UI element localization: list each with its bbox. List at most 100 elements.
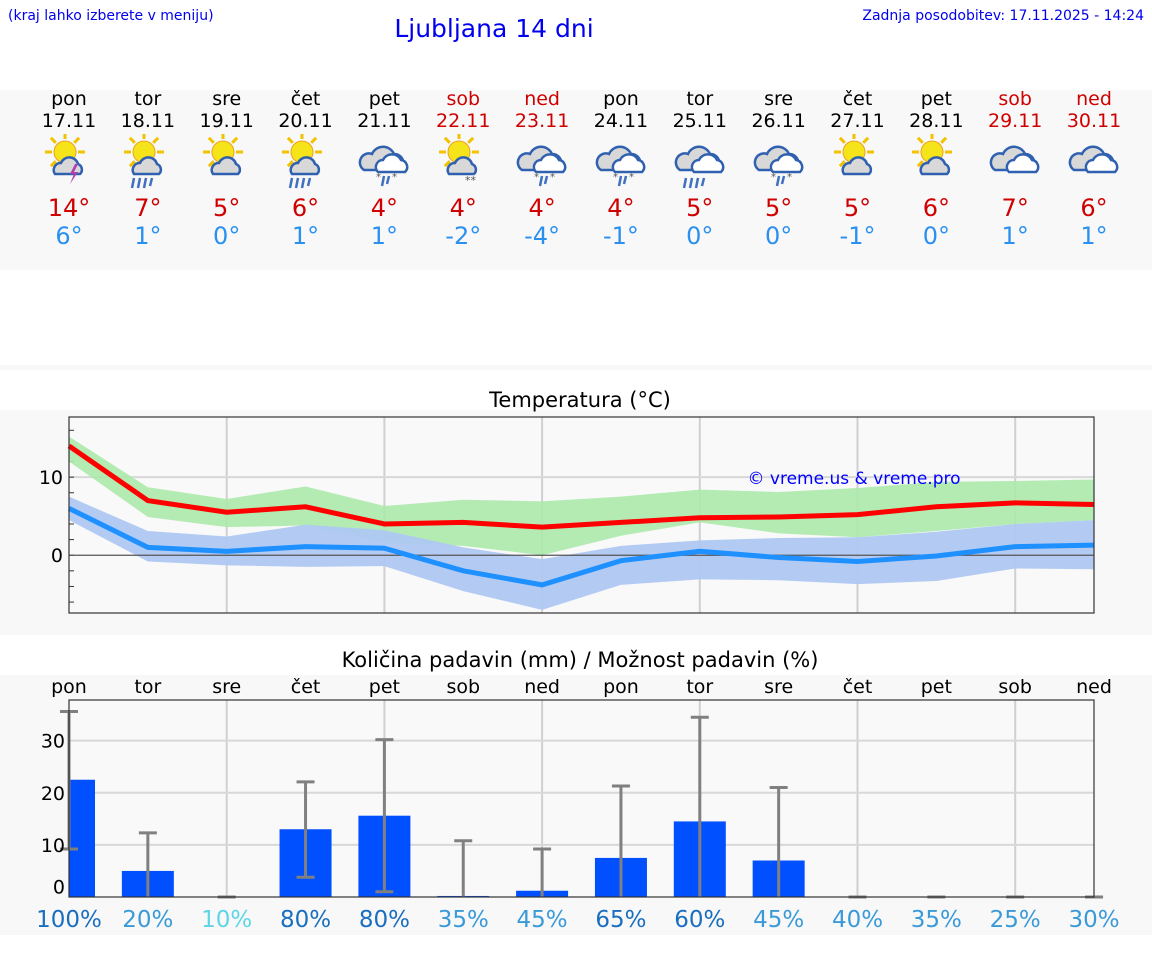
day-column: pet 21.11 * * 4° 1° (345, 88, 423, 250)
day-name: čet (290, 88, 321, 110)
x-tick-label: čet (843, 676, 873, 698)
day-date: 18.11 (120, 110, 176, 132)
svg-text:*: * (534, 172, 539, 183)
day-column: ned 30.11 6° 1° (1055, 88, 1133, 250)
x-tick-label: pet (369, 676, 400, 698)
y-tick-label: 30 (41, 731, 65, 753)
svg-text:*: * (550, 172, 555, 183)
min-temp: 1° (1080, 222, 1108, 250)
min-temp: 0° (922, 222, 950, 250)
precip-probability: 40% (832, 907, 883, 933)
day-column: čet 20.11 6° 1° (267, 88, 345, 250)
day-column: sre 26.11 * * 5° 0° (740, 88, 818, 250)
page-title: Ljubljana 14 dni (394, 14, 594, 43)
y-tick-label: 20 (41, 783, 65, 805)
day-column: sob 22.11 ** 4° -2° (424, 88, 502, 250)
day-date: 22.11 (436, 110, 491, 132)
sun-cloud-icon (833, 134, 874, 176)
min-temp: 6° (55, 222, 83, 250)
max-temp: 6° (1080, 194, 1108, 222)
x-tick-label: tor (686, 676, 713, 698)
day-column: tor 18.11 7° 1° (109, 88, 187, 250)
precip-probability: 60% (674, 907, 725, 933)
svg-text:**: ** (465, 174, 477, 187)
x-tick-label: ned (524, 676, 560, 698)
min-temp: -4° (524, 222, 561, 250)
x-tick-label: tor (134, 676, 161, 698)
min-temp: 1° (370, 222, 399, 250)
day-name: ned (1076, 88, 1112, 110)
day-name: tor (134, 88, 162, 110)
watermark: © vreme.us & vreme.pro (747, 469, 960, 489)
temperature-chart-title: Temperatura (°C) (489, 388, 671, 412)
sun-cloud-snow-icon: ** (439, 134, 480, 187)
min-temp: 0° (686, 222, 714, 250)
day-column: sre 19.11 5° 0° (188, 88, 266, 250)
day-date: 21.11 (357, 110, 412, 132)
plot-area (69, 700, 1094, 897)
day-date: 28.11 (909, 110, 964, 132)
day-name: sob (998, 88, 1032, 110)
day-column: pon 24.11 * * 4° -1° (582, 88, 660, 250)
day-name: sre (212, 88, 242, 110)
sun-cloud-icon (202, 134, 243, 176)
day-date: 25.11 (672, 110, 727, 132)
max-temp: 7° (1001, 194, 1029, 222)
svg-text:*: * (392, 172, 397, 183)
max-temp: 4° (370, 194, 399, 222)
day-column: ned 23.11 * * 4° -4° (503, 88, 581, 250)
precip-probability: 35% (438, 907, 489, 933)
cloud-sleet-icon: * * (753, 145, 804, 187)
sun-cloud-rain-icon (281, 134, 322, 189)
day-name: ned (524, 88, 560, 110)
y-tick-label: 0 (51, 545, 63, 567)
day-name: pet (920, 88, 952, 110)
min-temp-band (69, 496, 1095, 610)
day-column: čet 27.11 5° -1° (819, 88, 897, 250)
y-tick-label: 10 (39, 467, 63, 489)
day-column: sob 29.11 7° 1° (976, 88, 1054, 250)
max-temp-line (67, 443, 1095, 530)
y-tick-label: 10 (41, 835, 65, 857)
svg-text:*: * (629, 172, 634, 183)
max-temp: 5° (843, 194, 872, 222)
precip-probability: 65% (595, 907, 646, 933)
precip-probability: 30% (1068, 907, 1119, 933)
max-temp: 5° (213, 194, 241, 222)
day-column: tor 25.11 5° 0° (661, 88, 739, 250)
day-date: 27.11 (830, 110, 885, 132)
max-temp: 6° (922, 194, 950, 222)
sun-cloud-thunder-icon (45, 134, 85, 184)
min-temp: -2° (445, 222, 482, 250)
day-name: sre (764, 88, 794, 110)
cloud-icon (989, 145, 1040, 174)
forecast-strip (0, 90, 1152, 270)
y-tick-label: 0 (53, 877, 65, 899)
day-date: 24.11 (593, 110, 649, 132)
min-temp: 1° (134, 222, 162, 250)
cloud-rain-icon (674, 145, 725, 189)
max-temp: 4° (449, 194, 477, 222)
precip-probability: 20% (122, 907, 173, 933)
cloud-sleet-icon: * * (516, 145, 567, 187)
precip-probability: 80% (359, 907, 410, 933)
day-name: tor (686, 88, 714, 110)
svg-text:*: * (613, 172, 618, 183)
x-tick-label: sob (446, 676, 480, 698)
x-tick-label: pet (921, 676, 952, 698)
min-temp-line (67, 506, 1095, 588)
precip-bar (69, 779, 95, 897)
max-temp: 4° (528, 194, 556, 222)
day-date: 20.11 (278, 110, 333, 132)
x-tick-label: sob (998, 676, 1032, 698)
precipitation-chart-title: Količina padavin (mm) / Možnost padavin … (341, 648, 819, 672)
x-tick-label: pon (603, 676, 639, 698)
cloud-sleet-icon: * * (359, 145, 409, 187)
day-date: 29.11 (987, 110, 1043, 132)
precip-probability: 100% (36, 907, 102, 933)
precip-probability: 45% (517, 907, 568, 933)
day-name: sob (446, 88, 481, 110)
